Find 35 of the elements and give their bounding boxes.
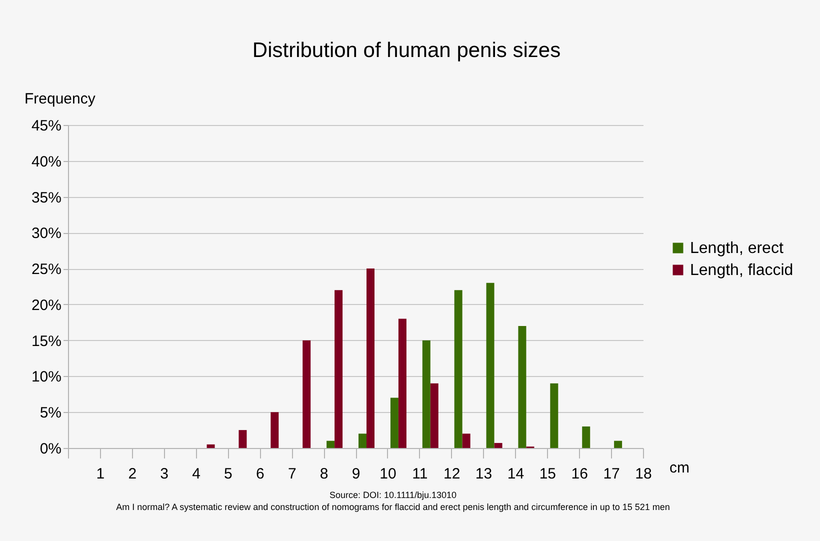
x-tick-label: 15 (539, 466, 556, 482)
x-tick-label: 2 (128, 466, 137, 482)
y-axis-title: Frequency (24, 90, 96, 108)
y-tick-label: 5% (40, 404, 62, 422)
y-tick-label: 10% (31, 368, 62, 386)
x-tick-label: 4 (192, 466, 200, 482)
x-tick-label: 18 (635, 466, 652, 482)
x-tick-label: 14 (507, 466, 524, 482)
y-tick-label: 35% (31, 189, 62, 206)
x-tick-label: 10 (380, 466, 396, 482)
y-tick-label: 15% (31, 332, 62, 350)
y-tick-label: 25% (31, 261, 62, 278)
x-tick-label: 9 (352, 466, 360, 482)
legend-label: Length, flaccid (690, 262, 794, 279)
legend-label: Length, erect (690, 240, 784, 257)
x-tick-label: 16 (571, 466, 588, 482)
x-tick-label: 7 (288, 466, 296, 482)
x-tick-label: 12 (443, 466, 460, 482)
y-tick-label: 45% (31, 118, 62, 134)
chart-title: Distribution of human penis sizes (252, 39, 561, 62)
x-axis-title: cm (670, 460, 690, 476)
x-tick-label: 1 (96, 466, 105, 482)
x-tick-label: 17 (603, 466, 620, 482)
y-tick-label: 30% (31, 225, 62, 242)
x-tick-label: 5 (224, 466, 232, 482)
x-tick-label: 11 (412, 466, 428, 482)
text: Am I normal? A systematic review and construction of nomograms for flaccid and erect penis length and circumference in up to 15 521 men (116, 502, 670, 512)
y-tick-label: 0% (40, 440, 62, 458)
source-note: Source: DOI: 10.1111/bju.13010 (329, 490, 457, 500)
x-tick-label: 3 (160, 466, 169, 482)
x-tick-label: 8 (320, 466, 328, 482)
x-tick-label: 13 (475, 466, 492, 482)
y-tick-label: 40% (31, 153, 62, 170)
y-tick-label: 20% (31, 296, 62, 314)
x-tick-label: 6 (256, 466, 264, 482)
